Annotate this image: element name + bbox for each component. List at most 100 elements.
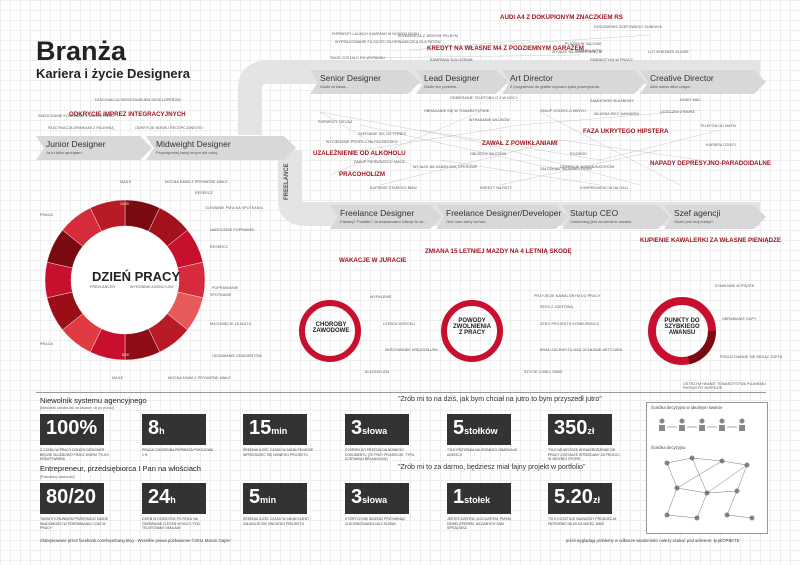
stat-unit: stołków — [464, 426, 498, 436]
highlight-kawalerka: KUPIENIE KAWALERKI ZA WŁASNE PIENIĄDZE — [640, 237, 782, 244]
section-divider — [36, 392, 766, 393]
highlight-hipster: FAZA UKRYTEGO HIPSTERA — [583, 128, 669, 135]
stage-szef-bar — [664, 205, 766, 229]
stat-description: TAKIM STOSUNKIEM PRZEKRADZI KAŻDE WIADOM… — [40, 517, 109, 530]
sd3-label-1: OBRABIANIE DUPY — [722, 317, 757, 321]
stat-description: STOPIEŃ DO PRZECIĘCIA NOWEGO DOKUMENTU (… — [345, 448, 415, 461]
small-donut-3-title: PUNKTY DO SZYBKIEGO AWANSU — [664, 318, 700, 336]
highlight-imprezy: ODKRYCIE IMPREZ INTEGRACYJNYCH — [69, 111, 186, 118]
life-event-label: PIERWSZY TATUAŻ — [318, 120, 353, 124]
donut-label: RESERCZ — [195, 191, 213, 195]
life-event-label: KARIERA DZIECI — [706, 143, 736, 147]
stage-lead-sub: Gdzie ten przelew... — [424, 84, 460, 89]
sd1-label-0: WYPALENIE — [370, 295, 392, 299]
stat-description: KTÓRYCH NIE MOŻESZ PRZYMKNĄĆ ZLECENIODAW… — [345, 517, 406, 526]
stat-box: 350zł — [548, 414, 612, 445]
stat-description: TYLE NEJWYŻSZE WYNAGRODZENIE OD PRACY ZO… — [548, 448, 620, 461]
life-event-label: PIERWSZY LAUNCH KAMPANII W NOWYM ROKU — [332, 32, 419, 36]
life-event-label: GIMNASTYKA W PRACY — [590, 58, 633, 62]
day-donut-chart — [44, 199, 206, 361]
small-donut-2-title: POWODY ZWOLNIENIA Z PRACY — [453, 318, 491, 336]
life-event-label: TAKIE ZOSTAŁO PO WYPADKU — [330, 56, 386, 60]
life-event-label: FASCYNACJA ŚRODOWISKIEM DEVELOPERÓW — [95, 98, 181, 102]
stat-number: 350 — [554, 417, 588, 439]
sd3-label-3: OSTRZYMYWANIE TOWARZYSTWA PIJANEMU PM'OW… — [683, 382, 766, 390]
stat-unit: zł — [592, 495, 600, 505]
highlight-depresja: NAPADY DEPRESYJNO-PARADOIDALNE — [650, 160, 772, 167]
diagram-title-ideal: Ścieżka decyzyjna w idealnym świecie — [651, 405, 723, 410]
stage-startup-bar — [562, 205, 670, 229]
page-title: Branża — [36, 36, 127, 66]
life-network-lines — [319, 34, 721, 186]
life-event-label: KUPIENIE STAREGO BMW — [370, 186, 417, 190]
life-event-label: LOT W BIZNES KLASIE — [648, 50, 689, 54]
stat-box: 5min — [243, 483, 307, 514]
stat-unit: zł — [587, 426, 595, 436]
stat-number: 1 — [453, 486, 465, 508]
life-event-label: ZAKOCHANIE KOLEŻANKI Z MARKETINGU — [38, 114, 114, 118]
stat-description: TYLE KOSZTUJE NAJNIŻSZY PRODUKCJA PATRZE… — [548, 517, 617, 526]
donut-label: POPRAWIANIE — [212, 286, 239, 290]
life-event-label: WYJAZD NA KONFERENCJE — [552, 50, 603, 54]
highlight-audi: AUDI A4 Z DOKUPIONYM ZNACZKIEM RS — [500, 14, 623, 21]
stat-value: 5.20zł — [554, 486, 600, 509]
stat-description: DZIEŃ W DZIEŃ ROK PO ROKU NA ODEBRANIE Z… — [142, 517, 200, 530]
stat-value: 3słowa — [351, 486, 387, 509]
stage-midweight-title: Midweight Designer — [156, 139, 231, 149]
life-event-label: DOGONIENIE SZEFOWEGO SUNDAYA — [594, 25, 662, 29]
stat-value: 3słowa — [351, 417, 387, 440]
highlight-kredyt: KREDYT NA WŁASNE M4 Z PODZIEMNYM GARAŻEM — [427, 45, 584, 52]
stat-value: 350zł — [554, 417, 594, 440]
row1-title: Niewolnik systemu agencyjnego — [40, 396, 147, 405]
donut-time-bottom: 18:00 — [165, 353, 174, 357]
stat-description: ŚREDNIA ILOŚĆ CZASU W JAKIM KLIENT ZAŁAD… — [243, 517, 310, 526]
stat-number: 5.20 — [554, 486, 593, 508]
donut-label: MOCNA KAWA Z PRYWATNE MAILE — [168, 376, 231, 380]
stat-box: 3słowa — [345, 483, 409, 514]
life-event-label: KAMPANIA 'DOŁOŻENIA' — [430, 58, 474, 62]
stat-number: 3 — [351, 486, 363, 508]
life-event-label: WYPRACOWANIE FILOZOFII ZA HEINAWICZKĄ DL… — [335, 40, 441, 44]
stat-value: 100% — [46, 417, 97, 440]
stage-art-bar — [502, 70, 646, 94]
stat-value: 80/20 — [46, 486, 96, 509]
stat-box: 3słowa — [345, 414, 409, 445]
life-event-label: ZAŁOŻENIE WŁASNEJ FIRMY — [540, 167, 593, 171]
sd2-label-3: BRAK ZACHWYTU NAD OCHŁEBIE ARTY DIRA — [540, 348, 623, 352]
stat-number: 15 — [249, 417, 272, 439]
footer-left: Sfabrykowane przez facebook.com/layerban… — [40, 538, 231, 543]
donut-label: NAROCENIE POPRAWEK — [210, 228, 255, 232]
stage-szef-title: Szef agencji — [674, 208, 721, 218]
stage-creative-bar — [640, 70, 766, 94]
life-event-label: WYCIERANIE PROFILU NA FACEBOOKU — [326, 140, 398, 144]
donut-time-top2: 09:00 — [165, 202, 174, 206]
row2-subtitle: [Prawdziwy właściciel] — [40, 475, 75, 479]
row1-quote: "Zrób mi to na dziś, jak bym chciał na j… — [398, 396, 602, 403]
stat-number: 5 — [249, 486, 261, 508]
stage-freelance-sub: Fakturę? Podatki? Ja dostarczam! Ubezp I… — [340, 219, 427, 224]
stage-lead-bar — [416, 70, 508, 94]
donut-label: MAILE — [120, 180, 132, 184]
stat-unit: h — [159, 426, 165, 436]
career-path — [238, 60, 760, 226]
sd1-label-3: ALKOHOLIZM — [365, 370, 390, 374]
stage-creative-sub: Albo wiesz albo czapa. — [650, 84, 691, 89]
life-event-label: UCIECZKA Z BIURA — [660, 110, 695, 114]
stat-value: 5min — [249, 486, 276, 509]
stage-junior-title: Junior Designer — [46, 139, 106, 149]
life-event-label: ZAPISANIE SIĘ DO FITNES — [358, 132, 407, 136]
small-donuts — [299, 297, 716, 365]
stage-freelance-bar — [330, 205, 442, 229]
life-event-label: TELEFON OD MATKI — [700, 124, 737, 128]
stat-box: 1stołek — [447, 483, 511, 514]
stat-box: 24h — [142, 483, 206, 514]
donut-time-top: 10:00 — [120, 202, 129, 206]
stat-box: 5.20zł — [548, 483, 612, 514]
life-event-label: WYPADANIE WŁOSÓW — [469, 118, 510, 122]
page-subtitle: Kariera i życie Designera — [36, 66, 190, 81]
life-event-label: ROZWÓD — [570, 152, 587, 156]
stage-junior-bar — [36, 136, 152, 160]
life-event-label: WYJAZD NA DANIELSKĄ OPEROWE — [413, 165, 478, 169]
life-event-label: ODBIERANIE TELEFONU O 3 W NOCY — [450, 96, 518, 100]
small-donut-1-title: CHOROBY ZAWODOWE — [312, 322, 350, 334]
